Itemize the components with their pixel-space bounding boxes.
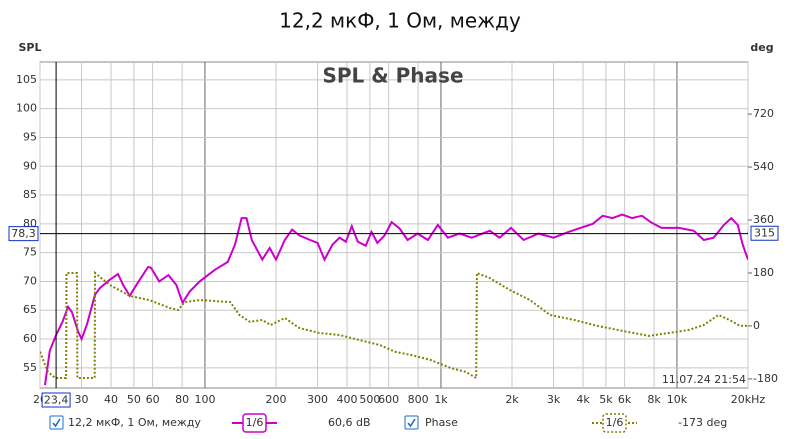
y-tick-label: 105	[16, 73, 37, 86]
y2-tick-label: 720	[753, 107, 774, 120]
y-tick-label: 65	[23, 303, 37, 316]
x-tick-label: 60	[146, 393, 160, 406]
legend-name: 12,2 мкФ, 1 Ом, между	[68, 416, 201, 429]
legend-check	[52, 418, 61, 428]
cursor-box	[8, 226, 39, 242]
y-tick-label: 70	[23, 274, 37, 287]
x-tick-label: 8k	[647, 393, 661, 406]
y2-tick-label: 360	[753, 213, 774, 226]
x-tick-label: 6k	[618, 393, 632, 406]
y2-tick-label: 0	[753, 319, 760, 332]
x-tick-label: 5k	[599, 393, 613, 406]
y-tick-label: 100	[16, 102, 37, 115]
cursor-label: 23,4	[44, 394, 69, 407]
x-tick-label: 30	[75, 393, 89, 406]
cursor-box	[750, 225, 779, 241]
y2-tick-label: 540	[753, 160, 774, 173]
y-tick-label: 95	[23, 130, 37, 143]
legend-reading: 60,6 dB	[328, 416, 371, 429]
y-tick-label: 90	[23, 159, 37, 172]
x-tick-label: 600	[378, 393, 399, 406]
x-tick-label: 2k	[505, 393, 519, 406]
x-tick-label: 4k	[576, 393, 590, 406]
series-line	[40, 270, 748, 380]
x-tick-label: 500	[359, 393, 380, 406]
y-tick-label: 60	[23, 332, 37, 345]
y-tick-label: 85	[23, 188, 37, 201]
y2-axis-label: deg	[750, 41, 773, 54]
x-tick-label: 1k	[434, 393, 448, 406]
smoothing-box[interactable]	[602, 413, 627, 433]
series-line	[44, 213, 748, 386]
smoothing-label: 1/6	[246, 416, 264, 429]
legend-check	[407, 418, 416, 428]
cursor-label: 315	[754, 227, 775, 240]
y2-tick-label: 180	[753, 266, 774, 279]
x-tick-label: 100	[194, 393, 215, 406]
y-tick-label: 75	[23, 246, 37, 259]
x-tick-label: 10k	[667, 393, 688, 406]
legend-name: Phase	[425, 416, 458, 429]
cursor-label: 78,3	[11, 227, 36, 240]
legend-checkbox[interactable]	[49, 415, 64, 430]
smoothing-box[interactable]	[242, 413, 267, 433]
smoothing-label: 1/6	[606, 416, 624, 429]
x-tick-label: 300	[307, 393, 328, 406]
x-tick-label: 800	[408, 393, 429, 406]
watermark: SPL & Phase	[322, 64, 463, 88]
y-tick-label: 55	[23, 361, 37, 374]
timestamp: 11.07.24 21:54	[662, 373, 746, 386]
y2-tick-label: -180	[753, 372, 778, 385]
y-axis-label: SPL	[19, 41, 42, 54]
x-tick-label: 3k	[547, 393, 561, 406]
cursor-box	[41, 392, 71, 408]
x-tick-label: 80	[175, 393, 189, 406]
x-tick-label: 40	[104, 393, 118, 406]
x-tick-label: 400	[337, 393, 358, 406]
legend-checkbox[interactable]	[404, 415, 419, 430]
x-tick-label: 200	[266, 393, 287, 406]
x-tick-label: 20kHz	[731, 393, 766, 406]
chart-title: 12,2 мкФ, 1 Ом, между	[279, 9, 521, 33]
legend-reading: -173 deg	[678, 416, 727, 429]
x-tick-label: 50	[127, 393, 141, 406]
